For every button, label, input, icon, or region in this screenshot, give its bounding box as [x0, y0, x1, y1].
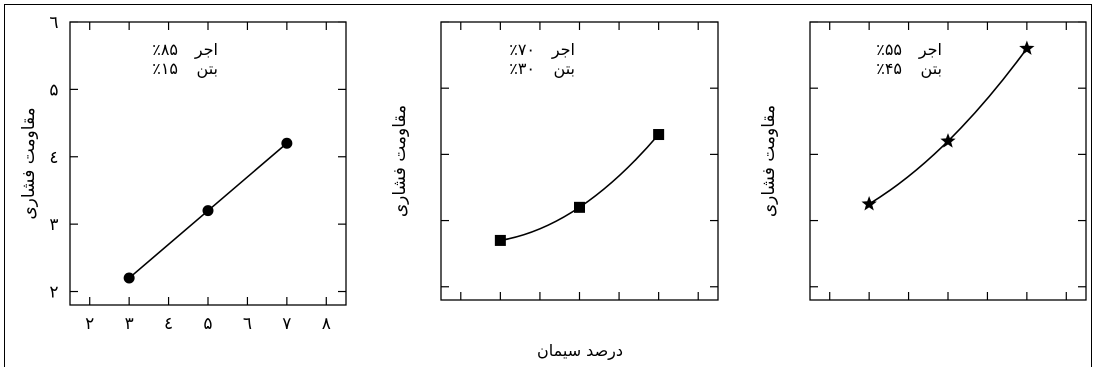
chart-panel-2: مقاومت فشاری اجر ٪۷۰ بتن ٪۳۰ [390, 21, 719, 301]
x-tick-label: ٦ [243, 314, 252, 334]
y-axis-label: مقاومت فشاری [759, 105, 779, 217]
legend-percent: ٪۴۵ [876, 59, 902, 78]
y-tick-label: ۲ [49, 283, 58, 303]
data-point [494, 234, 506, 246]
data-point [202, 205, 214, 217]
y-tick-label: ۳ [49, 215, 58, 235]
chart-panel-1: ۲ ۳ ٤ ۵ ٦ ۷ ۸ ۲ ۳ ٤ ۵ ٦ مقاومت فشاری اجر ٪۸۵ بتن ٪۱۵ [19, 13, 347, 334]
data-point [123, 272, 135, 284]
legend-material: اجر [918, 40, 942, 60]
plot-area [809, 21, 1087, 301]
y-tick-label: ۵ [49, 80, 58, 100]
legend-material: بتن [554, 59, 575, 79]
data-point [281, 137, 293, 149]
y-axis-label: مقاومت فشاری [19, 107, 39, 219]
y-axis-label: مقاومت فشاری [390, 105, 410, 217]
plot-area [440, 21, 719, 301]
x-tick-label: ٤ [164, 314, 173, 334]
chart-panel-3: مقاومت فشاری اجر ٪۵۵ بتن ٪۴۵ [759, 21, 1087, 301]
x-axis-label: درصد سیمان [537, 341, 623, 361]
data-point [574, 201, 585, 213]
data-point [1019, 40, 1035, 55]
legend-percent: ٪۷۰ [509, 40, 535, 59]
x-tick-label: ۲ [85, 314, 94, 334]
data-point [861, 196, 877, 211]
legend-material: بتن [197, 59, 218, 79]
x-tick-label: ۵ [203, 314, 212, 334]
legend-material: اجر [194, 40, 218, 60]
x-tick-label: ۷ [282, 314, 291, 334]
x-tick-label: ۳ [125, 314, 134, 334]
legend-material: بتن [921, 59, 942, 79]
data-point [940, 133, 956, 148]
y-tick-label: ٤ [49, 148, 58, 168]
legend-percent: ٪۵۵ [876, 40, 902, 59]
legend-material: اجر [551, 40, 575, 60]
y-tick-label: ٦ [49, 13, 58, 33]
data-point [653, 129, 665, 141]
legend-percent: ٪۸۵ [152, 40, 178, 59]
series-line [500, 134, 660, 242]
figure-frame [4, 4, 1092, 367]
x-tick-label: ۸ [322, 314, 331, 334]
legend-percent: ٪۳۰ [509, 59, 535, 78]
legend-percent: ٪۱۵ [152, 59, 178, 78]
